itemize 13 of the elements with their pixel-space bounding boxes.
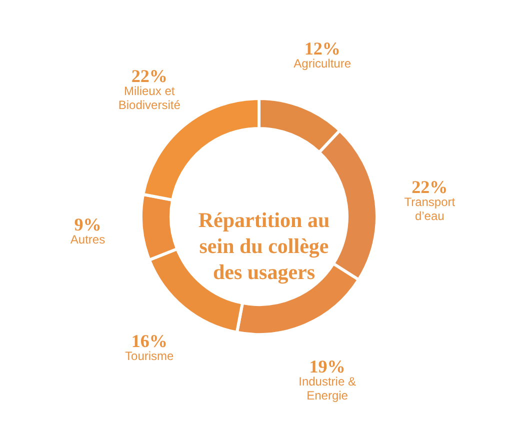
- slice-label: Agriculture: [294, 56, 352, 71]
- text: Répartition au sein du collège des usagers: [198, 208, 330, 284]
- slice-label: Industrie & Energie: [298, 374, 356, 402]
- data-label: 22%: [131, 66, 168, 86]
- slice-label: Milieux et Biodiversité: [118, 84, 181, 112]
- slice-label: Autres: [70, 232, 106, 247]
- data-label: 12%: [304, 38, 340, 59]
- data-label: 16%: [131, 331, 168, 352]
- slice-label: Tourisme: [125, 349, 174, 364]
- slice-label: Transport d’eau: [404, 194, 456, 223]
- data-label: 19%: [309, 356, 346, 376]
- data-label: 22%: [412, 176, 448, 197]
- data-label: 9%: [74, 214, 102, 235]
